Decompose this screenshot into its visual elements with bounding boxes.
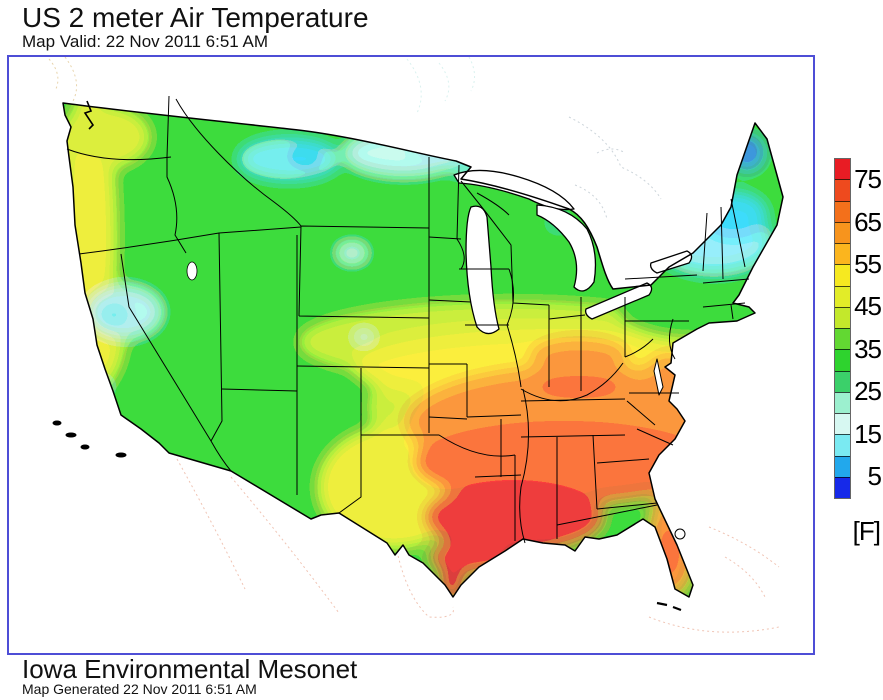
legend-color-segment — [835, 476, 850, 498]
legend-color-segment — [835, 328, 850, 350]
legend-color-segment — [835, 285, 850, 307]
mexico-coastline-dotted — [176, 458, 780, 633]
legend-color-segment — [835, 455, 850, 477]
map-valid-timestamp: Map Valid: 22 Nov 2011 6:51 AM — [22, 32, 269, 51]
legend-tick-label: 25 — [854, 376, 882, 407]
page-title: US 2 meter Air Temperature — [22, 2, 369, 33]
us-temperature-map — [48, 57, 784, 633]
map-frame — [7, 55, 815, 655]
legend-color-segment — [835, 349, 850, 371]
legend-tick-label: 35 — [854, 333, 882, 364]
legend-tick-label: 45 — [854, 291, 882, 322]
legend-tick-label: 55 — [854, 249, 882, 279]
source-attribution: Iowa Environmental Mesonet — [22, 654, 358, 684]
legend-tick-label: 5 — [867, 461, 883, 491]
us-outline — [62, 102, 784, 598]
coastal-details — [52, 100, 682, 612]
temperature-legend: 75 65 55 45 35 25 15 5 [F] — [834, 158, 883, 558]
temperature-field — [63, 103, 783, 597]
legend-tick-label: 65 — [854, 206, 882, 237]
legend-color-segment — [835, 370, 850, 392]
canada-coastline-dotted — [48, 57, 662, 220]
legend-color-segment — [835, 200, 850, 222]
legend-color-segment — [835, 264, 850, 286]
legend-tick-label: 15 — [854, 418, 882, 449]
legend-unit-label: [F] — [852, 516, 881, 546]
legend-color-segment — [835, 413, 850, 435]
legend-color-segment — [835, 434, 850, 456]
legend-color-segment — [835, 391, 850, 413]
legend-colorbar — [834, 158, 851, 499]
legend-color-segment — [835, 243, 850, 265]
legend-tick-labels: 75 65 55 45 35 25 15 5 — [834, 158, 883, 497]
legend-color-segment — [835, 179, 850, 201]
legend-color-segment — [835, 306, 850, 328]
map-generated-timestamp: Map Generated 22 Nov 2011 6:51 AM — [22, 681, 257, 697]
legend-color-segment — [835, 221, 850, 243]
legend-tick-label: 75 — [854, 164, 882, 195]
legend-color-segment — [835, 159, 850, 180]
state-borders — [66, 95, 750, 544]
